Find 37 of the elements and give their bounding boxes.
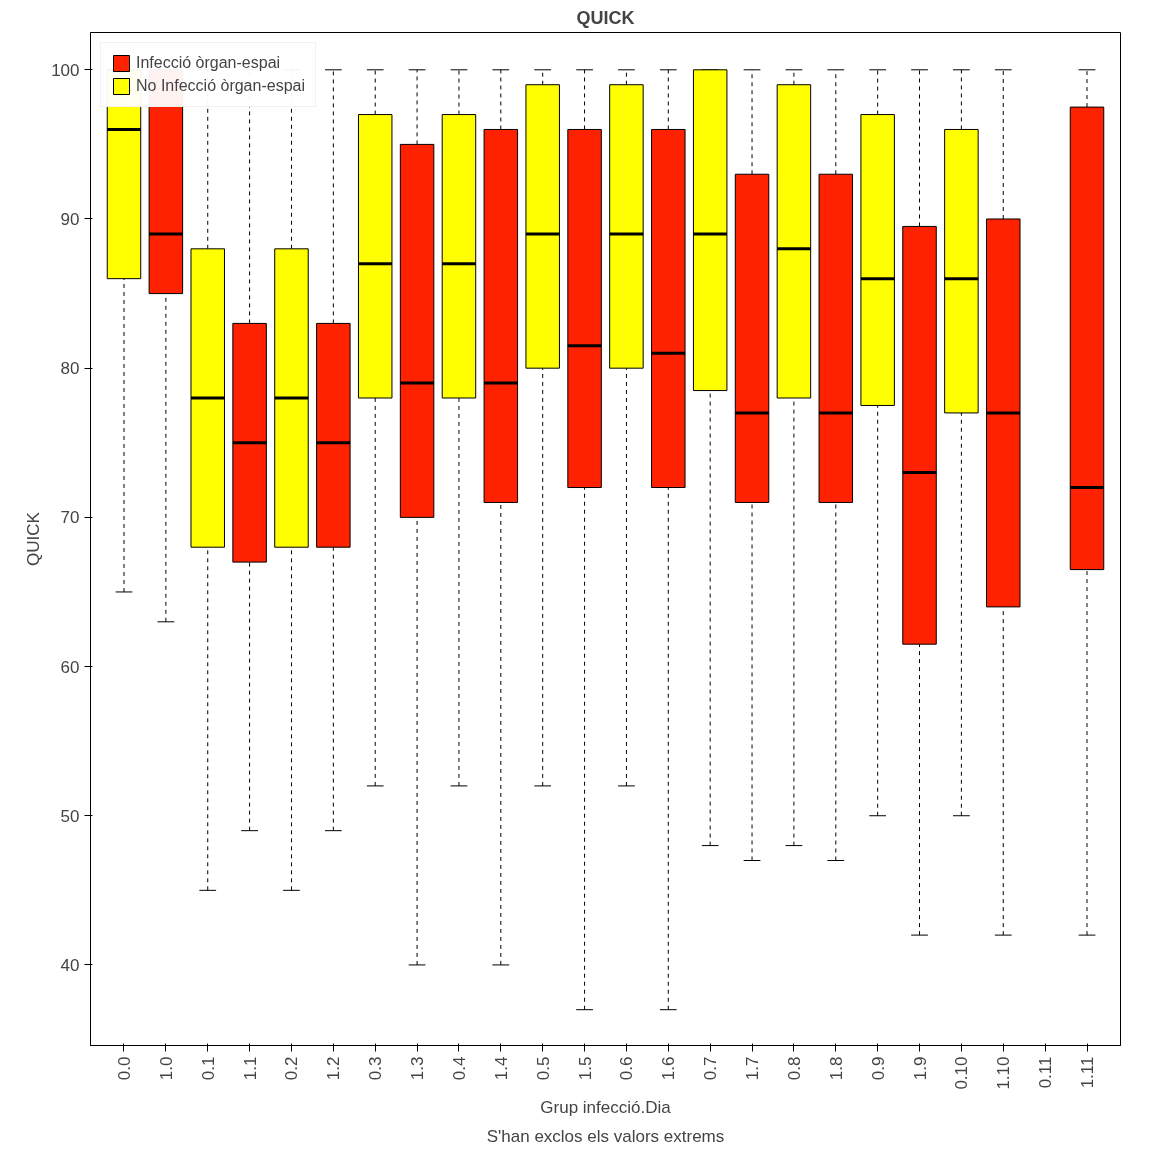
y-tick-label: 100 bbox=[51, 60, 80, 80]
x-tick-label: 1.7 bbox=[743, 1056, 763, 1081]
x-tick-label: 0.10 bbox=[952, 1056, 972, 1090]
x-tick-label: 0.2 bbox=[282, 1056, 302, 1081]
x-tick-label: 1.2 bbox=[324, 1056, 344, 1081]
x-tick-label: 0.7 bbox=[701, 1056, 721, 1081]
x-tick-label: 0.3 bbox=[366, 1056, 386, 1081]
y-tick-label: 60 bbox=[60, 657, 80, 677]
x-tick-label: 0.1 bbox=[198, 1056, 218, 1081]
y-tick-label: 40 bbox=[60, 955, 80, 975]
x-tick-label: 0.0 bbox=[115, 1056, 134, 1081]
x-tick-label: 0.8 bbox=[784, 1056, 804, 1081]
x-tick-label: 1.8 bbox=[826, 1056, 846, 1081]
x-tick-label: 1.1 bbox=[240, 1056, 260, 1081]
x-tick-label: 1.0 bbox=[156, 1056, 176, 1081]
y-axis-title: QUICK bbox=[24, 511, 44, 566]
x-tick-label: 1.4 bbox=[491, 1056, 511, 1081]
x-tick-label: 1.5 bbox=[575, 1056, 595, 1081]
y-tick-label: 80 bbox=[60, 359, 80, 379]
y-tick-label: 50 bbox=[60, 806, 80, 826]
x-tick-label: 1.10 bbox=[994, 1056, 1014, 1090]
x-tick-label: 1.11 bbox=[1078, 1056, 1097, 1089]
chart-title: QUICK bbox=[576, 7, 635, 28]
legend-label: Infecció òrgan-espai bbox=[136, 54, 281, 72]
y-tick-label: 70 bbox=[60, 508, 80, 528]
x-tick-label: 1.3 bbox=[408, 1056, 428, 1081]
x-axis-title: Grup infecció.Dia bbox=[540, 1097, 672, 1117]
legend-label: No Infecció òrgan-espai bbox=[136, 77, 305, 95]
x-tick-label: 1.9 bbox=[910, 1056, 930, 1081]
x-tick-label: 0.4 bbox=[449, 1056, 469, 1081]
x-tick-label: 0.9 bbox=[868, 1056, 888, 1081]
text: S'han exclos els valors extrems bbox=[486, 1126, 725, 1146]
x-tick-label: 1.6 bbox=[659, 1056, 679, 1081]
x-tick-label: 0.6 bbox=[617, 1056, 637, 1081]
x-tick-label: 0.5 bbox=[533, 1056, 553, 1081]
y-tick-label: 90 bbox=[60, 209, 80, 229]
x-tick-label: 0.11 bbox=[1036, 1056, 1056, 1089]
